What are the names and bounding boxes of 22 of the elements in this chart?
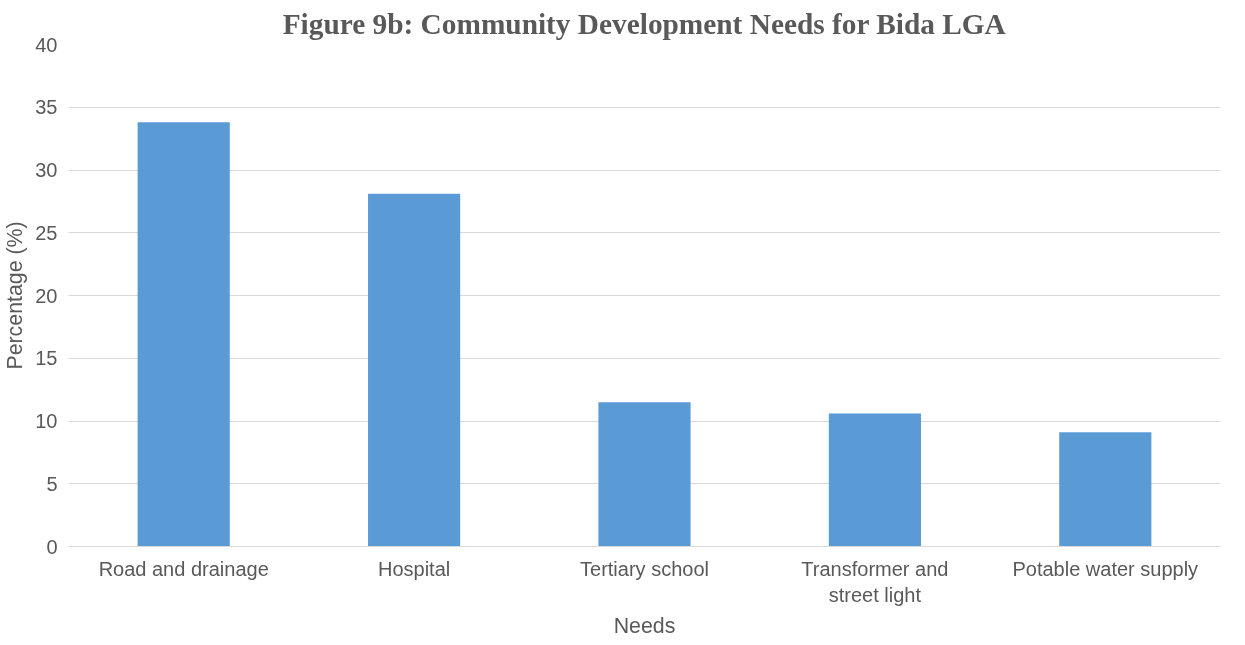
y-tick-label: 30 [35,159,58,181]
x-tick-label: Hospital [377,557,451,580]
y-tick-label: 10 [35,410,58,432]
y-tick-label: 0 [46,535,58,558]
bar [828,413,921,547]
y-tick-label: 40 [35,33,58,56]
y-tick-label: 20 [35,284,58,307]
chart-title: Figure 9b: Community Development Needs for Bida LGA [282,7,1006,40]
bar [368,193,461,547]
bar [1059,432,1152,547]
y-tick-label: 5 [46,472,58,495]
bar [598,402,691,547]
y-tick-label: 15 [35,347,58,370]
y-tick-label: 25 [35,221,58,244]
y-axis-title: Percentage (%) [3,221,28,370]
y-tick-label: 35 [35,96,58,119]
x-tick-label: Road and drainage [98,557,269,580]
x-tick-label: Tertiary school [580,557,709,580]
bar [137,122,230,547]
x-axis-title: Needs [613,613,676,638]
x-tick-label: Transformer and street light [801,557,949,606]
x-tick-label: Potable water supply [1012,557,1199,580]
